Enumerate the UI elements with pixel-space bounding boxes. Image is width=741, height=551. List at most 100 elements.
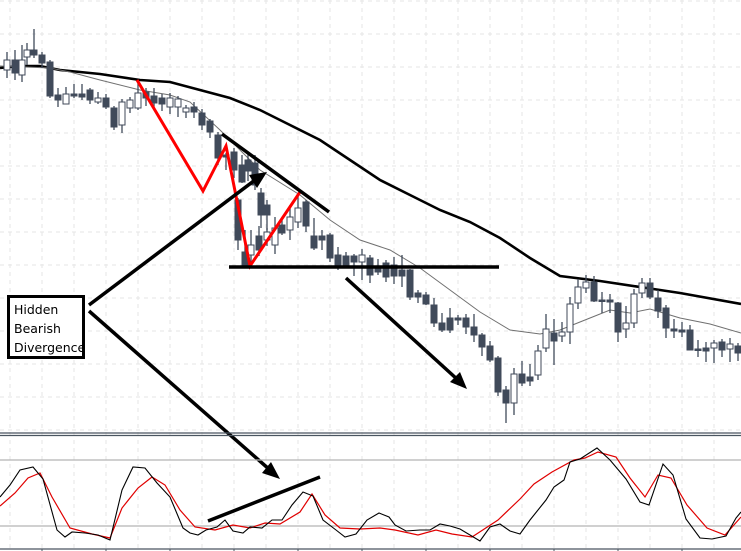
ma-fast-path <box>0 65 741 335</box>
arrow-to-oscillator-head <box>262 462 280 479</box>
candle <box>702 342 710 362</box>
candle <box>734 343 741 361</box>
stochastic-levels <box>0 459 741 527</box>
oscillator-rising-trendline <box>207 475 321 523</box>
candle <box>94 92 102 104</box>
candle <box>446 308 454 333</box>
candle <box>198 109 206 130</box>
candle <box>310 218 318 250</box>
candle <box>350 254 358 276</box>
candle <box>118 99 126 133</box>
candle <box>454 315 462 325</box>
candle <box>422 292 430 305</box>
candle <box>174 96 182 117</box>
candle <box>678 322 686 337</box>
candle <box>230 148 238 178</box>
candle <box>646 278 654 299</box>
candle <box>566 297 574 344</box>
stochastic-main-line <box>0 447 741 542</box>
candle <box>206 119 214 138</box>
fast-moving-average-line <box>0 65 741 335</box>
candle <box>622 306 630 338</box>
candle <box>494 356 502 396</box>
candle <box>550 319 558 365</box>
candle <box>78 84 86 100</box>
candle <box>606 294 614 313</box>
candle <box>710 340 718 363</box>
stochastic-signal-line <box>0 451 741 539</box>
candle <box>18 45 26 82</box>
candle <box>126 97 134 113</box>
candle <box>430 298 438 327</box>
candle <box>257 188 265 228</box>
candle <box>726 338 734 362</box>
main-path <box>0 447 741 542</box>
descending-trendline <box>220 132 331 214</box>
candle <box>598 292 606 313</box>
candle <box>582 275 590 293</box>
candle <box>23 43 31 65</box>
candle <box>326 233 334 262</box>
signal-path <box>0 451 741 539</box>
candle <box>502 386 510 423</box>
breakdown-arrow-head <box>450 372 467 389</box>
candle <box>406 269 414 300</box>
candle <box>590 276 598 302</box>
slow-moving-average-line <box>0 64 741 306</box>
candle <box>358 249 366 280</box>
candle <box>486 341 494 362</box>
candle <box>263 200 271 230</box>
candle <box>271 217 279 254</box>
zigzag-path <box>135 79 302 270</box>
candle <box>630 289 638 328</box>
candle <box>278 220 286 235</box>
candle <box>534 345 542 380</box>
oscillator-pane <box>0 432 741 551</box>
candle <box>166 93 174 114</box>
candle <box>158 94 166 111</box>
candle <box>302 200 310 232</box>
label-line-1: Hidden <box>14 302 59 317</box>
candle <box>654 290 662 318</box>
candle <box>62 87 70 105</box>
annotations <box>87 132 499 479</box>
candle <box>558 322 566 342</box>
ma-slow-path <box>0 64 741 306</box>
candle <box>286 205 294 240</box>
candle <box>366 255 374 283</box>
arrow-to-oscillator-line <box>87 309 272 472</box>
candle <box>182 105 190 118</box>
arrow-to-price-head <box>249 172 267 188</box>
label-line-2: Bearish <box>14 321 61 336</box>
label-line-3: Divergence <box>14 340 86 355</box>
candle <box>30 29 38 58</box>
candle <box>318 230 326 250</box>
hidden-bearish-divergence-label: Hidden Bearish Divergence <box>7 295 85 359</box>
candle <box>110 106 118 130</box>
candle <box>3 52 11 78</box>
candle <box>70 84 78 98</box>
candle <box>478 333 486 356</box>
arrow-to-price-line <box>87 178 257 307</box>
zigzag-pattern-line <box>135 79 302 270</box>
candle <box>102 94 110 109</box>
candle <box>86 88 94 104</box>
candle <box>190 102 198 118</box>
candle <box>470 314 478 342</box>
candle <box>438 313 446 332</box>
candle <box>662 305 670 338</box>
candle <box>718 339 726 357</box>
candle <box>414 290 422 303</box>
candle <box>542 314 550 352</box>
candle <box>614 302 622 342</box>
candle <box>694 340 702 357</box>
candle <box>574 279 582 309</box>
candle <box>686 325 694 351</box>
candle <box>518 361 526 386</box>
candle <box>638 278 646 298</box>
candle <box>46 60 54 98</box>
candle <box>390 257 398 284</box>
candle <box>238 155 246 183</box>
candle <box>670 319 678 338</box>
